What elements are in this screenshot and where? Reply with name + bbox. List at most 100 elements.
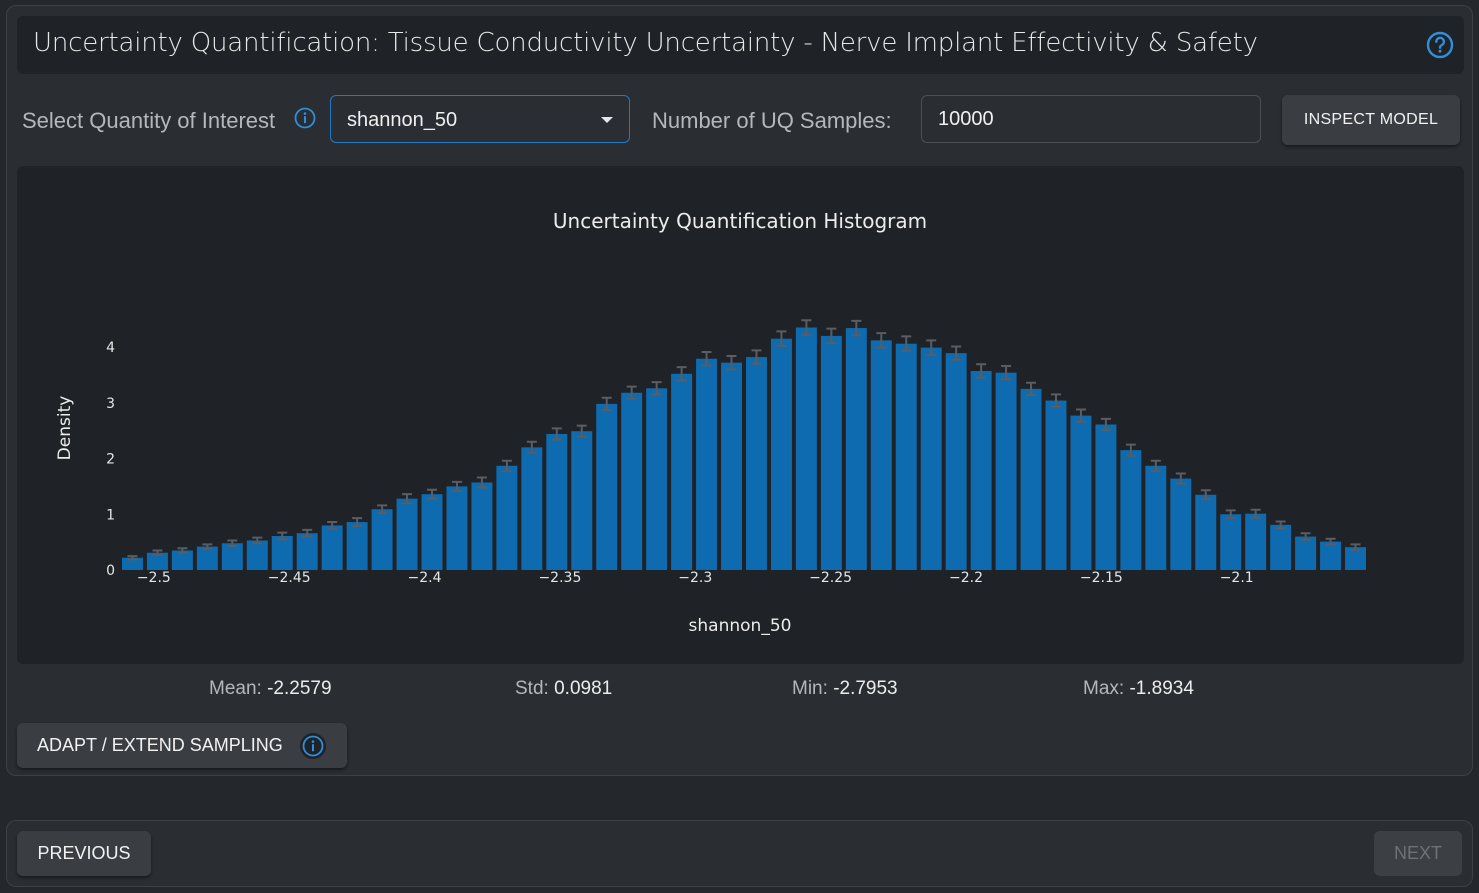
histogram-bar xyxy=(1170,478,1192,570)
error-bar xyxy=(1125,443,1136,457)
inspect-model-button[interactable]: INSPECT MODEL xyxy=(1282,95,1460,145)
x-tick-label: −2.5 xyxy=(137,570,171,586)
error-bar xyxy=(751,349,762,365)
histogram-bar xyxy=(696,358,718,570)
x-tick-label: −2.35 xyxy=(538,570,581,586)
error-bar xyxy=(601,396,612,412)
samples-input[interactable] xyxy=(921,95,1261,143)
error-bar xyxy=(901,335,912,352)
error-bar xyxy=(626,385,637,400)
error-bar xyxy=(851,319,862,337)
histogram-bar xyxy=(1145,465,1167,570)
x-tick-label: −2.2 xyxy=(949,570,983,586)
error-bar xyxy=(701,351,712,367)
samples-label: Number of UQ Samples: xyxy=(652,108,892,133)
error-bar xyxy=(1150,459,1161,472)
error-bar xyxy=(352,517,363,527)
error-bar xyxy=(1325,537,1336,546)
error-bar xyxy=(676,366,687,382)
error-bar xyxy=(302,528,313,538)
histogram-bar xyxy=(1295,536,1317,570)
histogram-svg: Uncertainty Quantification Histogram sha… xyxy=(55,209,1367,636)
histogram-bar xyxy=(1195,494,1217,570)
error-bar xyxy=(1275,520,1286,530)
error-bar xyxy=(202,543,213,550)
error-bar xyxy=(551,427,562,441)
error-bar xyxy=(526,440,537,454)
stat-mean-label: Mean: xyxy=(209,678,262,699)
error-bar xyxy=(1051,393,1061,408)
histogram-bar xyxy=(421,494,443,570)
qoi-select-value: shannon_50 xyxy=(347,109,458,131)
histogram-bar xyxy=(1045,400,1067,570)
histogram-bar xyxy=(446,486,468,570)
y-tick-label: 3 xyxy=(106,396,115,412)
error-bar xyxy=(1001,364,1012,381)
error-bar xyxy=(402,493,413,505)
error-bar xyxy=(1075,408,1086,423)
error-bar xyxy=(976,363,987,379)
adapt-extend-sampling-button[interactable]: ADAPT / EXTEND SAMPLING xyxy=(17,723,347,768)
histogram-bar xyxy=(770,338,792,570)
histogram-bar xyxy=(1020,388,1042,570)
histogram-bar xyxy=(1095,424,1117,570)
histogram-bar xyxy=(521,447,543,570)
histogram-bar xyxy=(121,557,143,570)
info-circle-icon[interactable] xyxy=(299,732,327,760)
error-bar xyxy=(451,480,462,492)
histogram-bar xyxy=(795,327,817,570)
histogram-bar xyxy=(321,525,343,570)
previous-button[interactable]: PREVIOUS xyxy=(17,831,151,876)
histogram-bar xyxy=(1070,415,1092,570)
error-bar xyxy=(876,332,887,349)
y-tick-label: 0 xyxy=(106,563,115,579)
histogram-bar xyxy=(346,522,368,570)
error-bar xyxy=(826,327,837,345)
histogram-bar xyxy=(745,357,767,570)
error-bar xyxy=(1225,509,1236,520)
y-tick-label: 4 xyxy=(106,340,115,356)
histogram-bar xyxy=(1220,514,1242,570)
stat-max-label: Max: xyxy=(1083,678,1125,699)
histogram-bar xyxy=(895,343,917,570)
histogram-bar xyxy=(945,353,967,570)
histogram-bar xyxy=(546,433,568,570)
histogram-bar xyxy=(995,372,1017,570)
histogram-bar xyxy=(970,370,992,570)
x-tick-label: −2.4 xyxy=(408,570,442,586)
histogram-bar xyxy=(621,392,643,570)
error-bar xyxy=(252,536,263,545)
error-bar xyxy=(152,549,163,556)
x-tick-label: −2.45 xyxy=(268,570,311,586)
histogram-bar xyxy=(396,498,418,570)
error-bar xyxy=(776,330,787,347)
stat-min: Min: -2.7953 xyxy=(792,678,898,700)
error-bar xyxy=(726,354,737,371)
stat-max: Max: -1.8934 xyxy=(1083,678,1194,700)
x-tick-label: −2.3 xyxy=(678,570,712,586)
histogram-bar xyxy=(845,328,867,570)
question-circle-icon[interactable] xyxy=(1426,31,1454,59)
error-bar xyxy=(951,345,962,361)
error-bar xyxy=(127,555,138,561)
histogram-bar xyxy=(271,535,293,570)
error-bar xyxy=(1300,532,1311,541)
qoi-select[interactable]: shannon_50 xyxy=(330,95,630,143)
histogram-bar xyxy=(820,335,842,570)
x-tick-label: −2.25 xyxy=(809,570,852,586)
info-circle-icon[interactable] xyxy=(294,107,316,129)
adapt-button-label: ADAPT / EXTEND SAMPLING xyxy=(37,735,283,755)
stat-min-label: Min: xyxy=(792,678,828,699)
stat-min-value: -2.7953 xyxy=(833,678,898,699)
x-axis-label: shannon_50 xyxy=(689,616,792,636)
histogram-bar xyxy=(371,509,393,570)
bars-group xyxy=(121,319,1367,570)
error-bar xyxy=(227,539,238,548)
page-title: Uncertainty Quantification: Tissue Condu… xyxy=(33,28,1258,58)
error-bar xyxy=(377,504,388,515)
navigation-footer: PREVIOUS NEXT xyxy=(6,820,1473,887)
error-bar xyxy=(427,488,437,500)
next-button[interactable]: NEXT xyxy=(1374,831,1462,876)
histogram-bar xyxy=(920,347,942,570)
error-bar xyxy=(1250,508,1261,519)
